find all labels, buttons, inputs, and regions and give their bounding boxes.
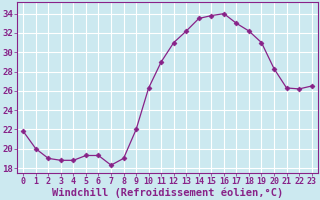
X-axis label: Windchill (Refroidissement éolien,°C): Windchill (Refroidissement éolien,°C) [52, 187, 283, 198]
